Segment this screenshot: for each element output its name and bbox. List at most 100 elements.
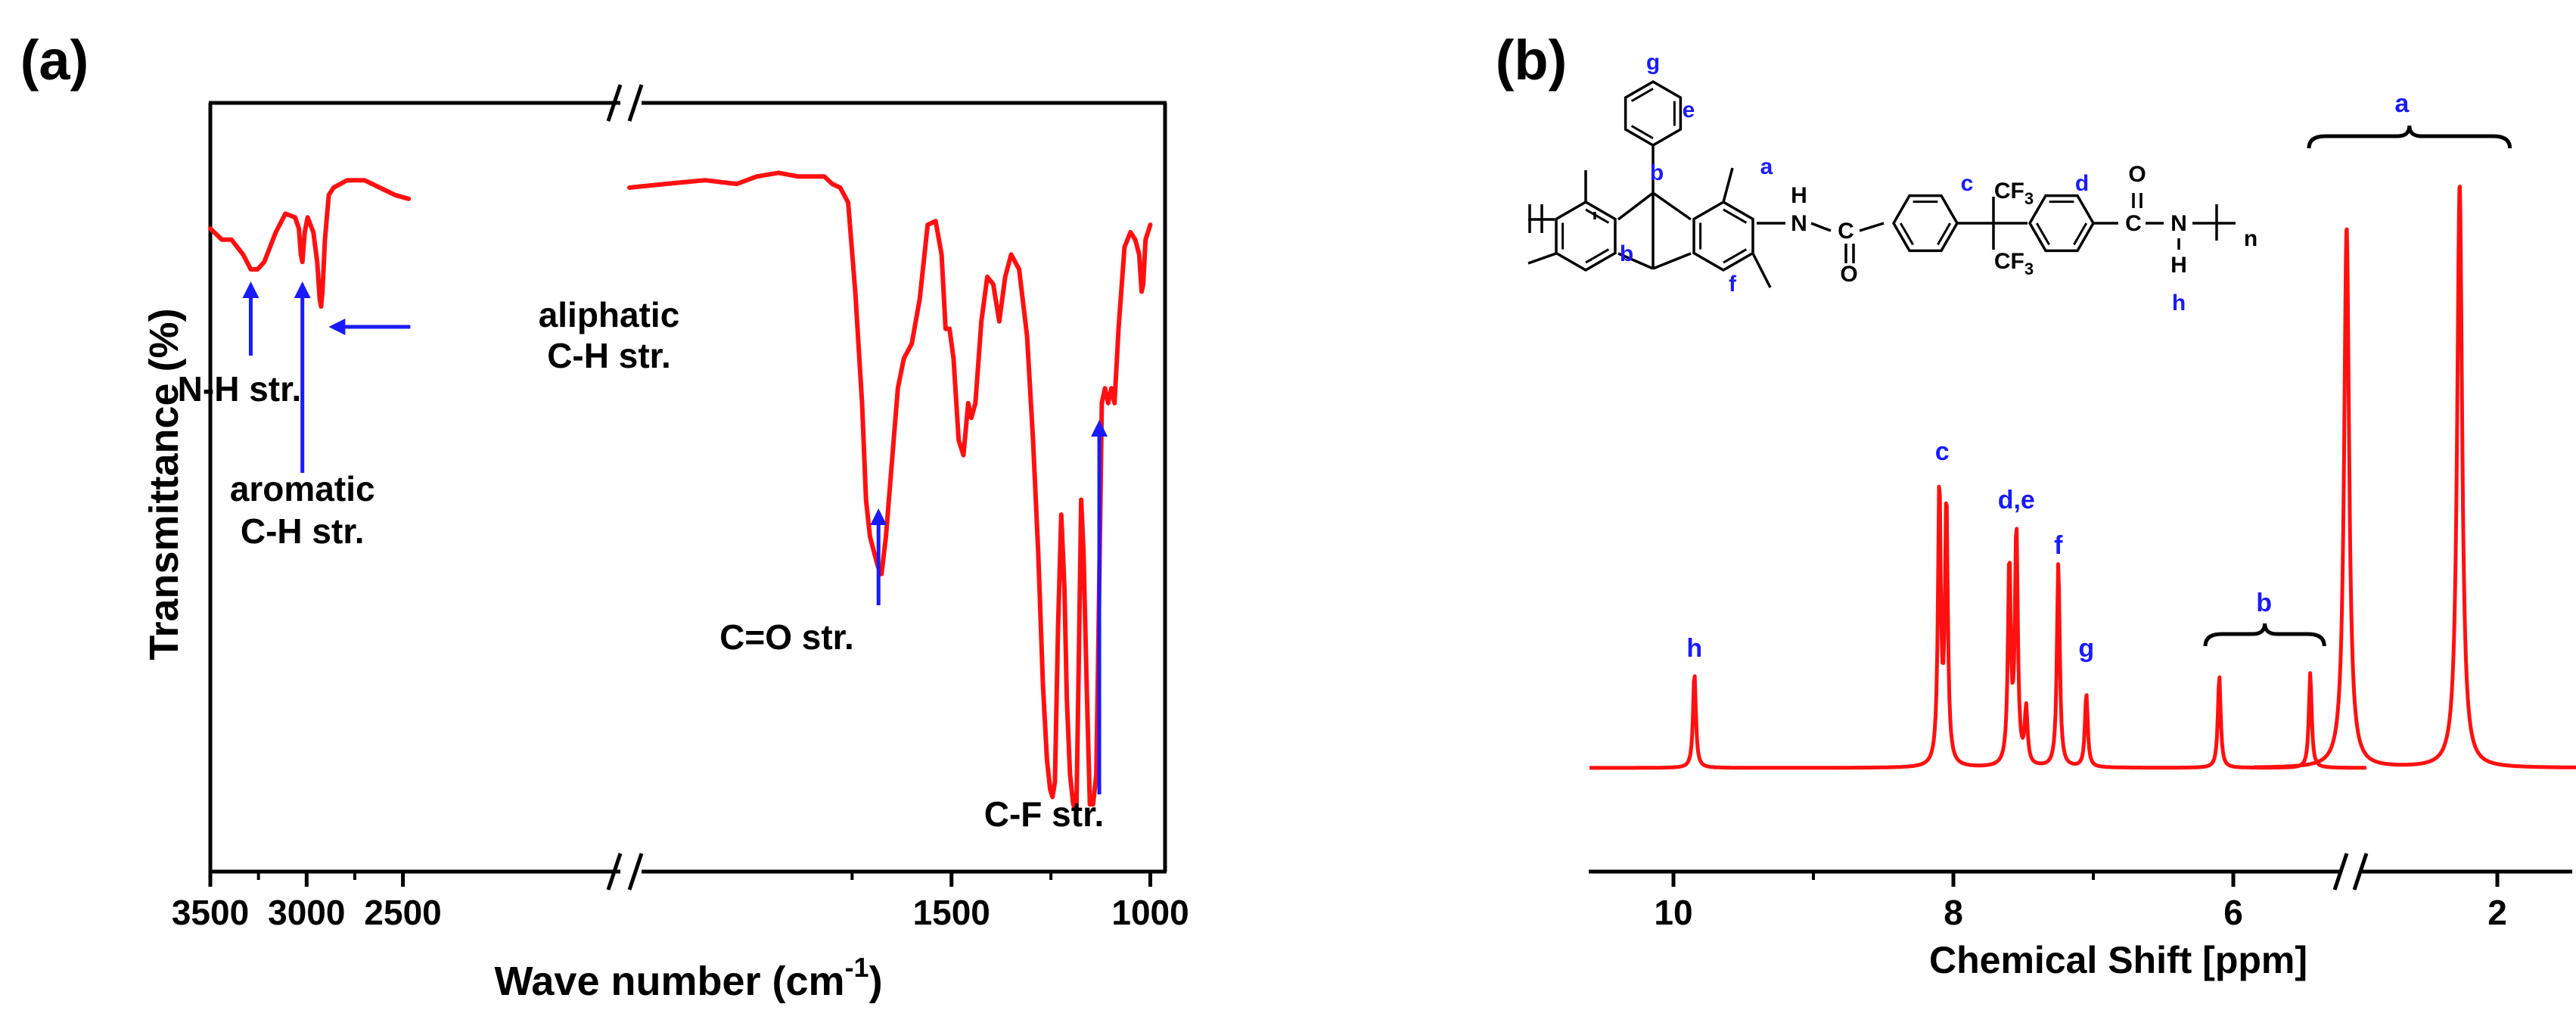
- struct-label-b: b: [1620, 241, 1633, 266]
- brace-b: [2203, 623, 2326, 647]
- bond: [1899, 222, 1914, 246]
- x-tick-label: 2: [2487, 893, 2507, 932]
- ring-top: [1624, 79, 1683, 148]
- annotation-co: C=O str.: [719, 617, 854, 657]
- arrowhead-aromatic: [294, 281, 311, 298]
- bond: [1585, 248, 1610, 264]
- struct-label-d: d: [2075, 171, 2089, 196]
- x-tick-label: 2500: [364, 893, 441, 932]
- axis-break-mark: [627, 84, 644, 122]
- panel-label-a: (a): [20, 29, 89, 92]
- brace-a: [2307, 125, 2512, 149]
- annotation-aliphatic-2: C-H str.: [547, 336, 671, 375]
- axes-b: [1589, 853, 2572, 891]
- cf3-bottom: CF3: [1994, 249, 2034, 278]
- panel-label-b: (b): [1496, 29, 1568, 92]
- ir-spectrum-line: [208, 178, 412, 309]
- subscript-n: n: [2244, 226, 2257, 251]
- ir-spectrum-line: [627, 170, 1153, 814]
- subscript: 3: [2024, 189, 2034, 208]
- peak-label: h: [1686, 634, 1702, 663]
- arrowhead-aliphatic: [328, 319, 346, 335]
- cf3-top: CF3: [1994, 179, 2034, 208]
- axis-break-mark: [627, 853, 644, 891]
- bond: [1652, 252, 1692, 270]
- atom-c: C: [1838, 219, 1854, 244]
- x-tick-label: 1500: [913, 893, 990, 932]
- bond: [1722, 167, 1734, 203]
- peak-label: b: [2256, 589, 2272, 617]
- axis-break-mark: [2332, 853, 2349, 891]
- x-label-sup: -1: [845, 952, 869, 983]
- annotation-nh: N-H str.: [178, 369, 302, 409]
- struct-label-c: c: [1961, 171, 1974, 196]
- x-axis-label-b: Chemical Shift [ppm]: [1929, 939, 2307, 981]
- arrowhead-co: [870, 508, 887, 525]
- struct-label-h: h: [2172, 291, 2186, 316]
- peak-label: d,e: [1998, 486, 2035, 514]
- peak-label: f: [2054, 531, 2063, 560]
- struct-label-g: g: [1646, 50, 1660, 75]
- x-tick-label: 3500: [172, 893, 249, 932]
- bond: [1652, 191, 1692, 221]
- bond: [1527, 252, 1557, 265]
- peak-label: c: [1935, 437, 1950, 466]
- annotation-aliphatic-1: aliphatic: [539, 295, 680, 334]
- bond: [1751, 253, 1772, 288]
- axis-break-mark: [606, 84, 623, 122]
- y-axis-label-a: Transmittance (%): [141, 308, 187, 660]
- bond: [1617, 191, 1655, 221]
- axis-break-mark: [2352, 853, 2369, 891]
- axes-a: [208, 84, 1167, 891]
- x-tick-label: 3000: [268, 893, 345, 932]
- axis-break-mark: [606, 853, 623, 891]
- bond: [1859, 222, 1885, 232]
- arrowhead-nh: [242, 281, 259, 298]
- struct-label-b: b: [1650, 160, 1664, 185]
- peak-label: a: [2394, 89, 2410, 118]
- panel-a: (a) 3500 3000 2500 1500 1000 Wave number (cm-1…: [20, 29, 1189, 1004]
- annotation-aromatic-2: C-H str.: [241, 511, 365, 551]
- atom-n: N: [1791, 211, 1807, 236]
- bond: [2035, 222, 2050, 246]
- x-label-main: Wave number (cm: [494, 959, 844, 1004]
- struct-label-a: a: [1760, 154, 1773, 179]
- ring-phenyl-1: [1891, 194, 1959, 253]
- bond: [1617, 252, 1654, 270]
- bond: [2073, 222, 2088, 246]
- bond: [1630, 87, 1654, 102]
- arrowhead-cf: [1091, 420, 1108, 437]
- annotation-aromatic-1: aromatic: [230, 469, 375, 508]
- bond: [1723, 208, 1748, 224]
- nmr-spectrum-segment: [2252, 185, 2576, 769]
- atom-o: O: [1840, 262, 1857, 287]
- subscript: 3: [2024, 260, 2034, 278]
- struct-label-f: f: [1729, 272, 1737, 297]
- ring-phenyl-2: [2028, 194, 2096, 253]
- nmr-spectrum-segment: [1588, 484, 2368, 770]
- bond: [1937, 222, 1952, 246]
- bond: [1723, 248, 1748, 264]
- atom-o: O: [2128, 162, 2146, 187]
- ring-right: [1692, 200, 1754, 272]
- x-tick-label: 8: [1944, 893, 1963, 932]
- peak-label: g: [2078, 634, 2094, 663]
- bond: [1585, 208, 1610, 224]
- atom-c: C: [2125, 211, 2142, 236]
- annotation-cf: C-F str.: [984, 794, 1104, 834]
- ring-left: [1555, 200, 1617, 272]
- x-tick-label: 6: [2223, 893, 2243, 932]
- bond: [1810, 222, 1832, 232]
- struct-label-e: e: [1683, 98, 1695, 123]
- bond: [1630, 125, 1654, 140]
- x-tick-label: 1000: [1111, 893, 1189, 932]
- x-label-close: ): [869, 959, 883, 1004]
- atom-n: N: [2170, 211, 2187, 236]
- atom-h: H: [1791, 183, 1807, 208]
- x-axis-label-a: Wave number (cm-1): [494, 952, 882, 1004]
- x-tick-label: 10: [1654, 893, 1692, 932]
- panel-b: (b) 10 8 6 2 Chemical Shift [ppm] h c d,e f g b a b b e…: [1496, 29, 2576, 981]
